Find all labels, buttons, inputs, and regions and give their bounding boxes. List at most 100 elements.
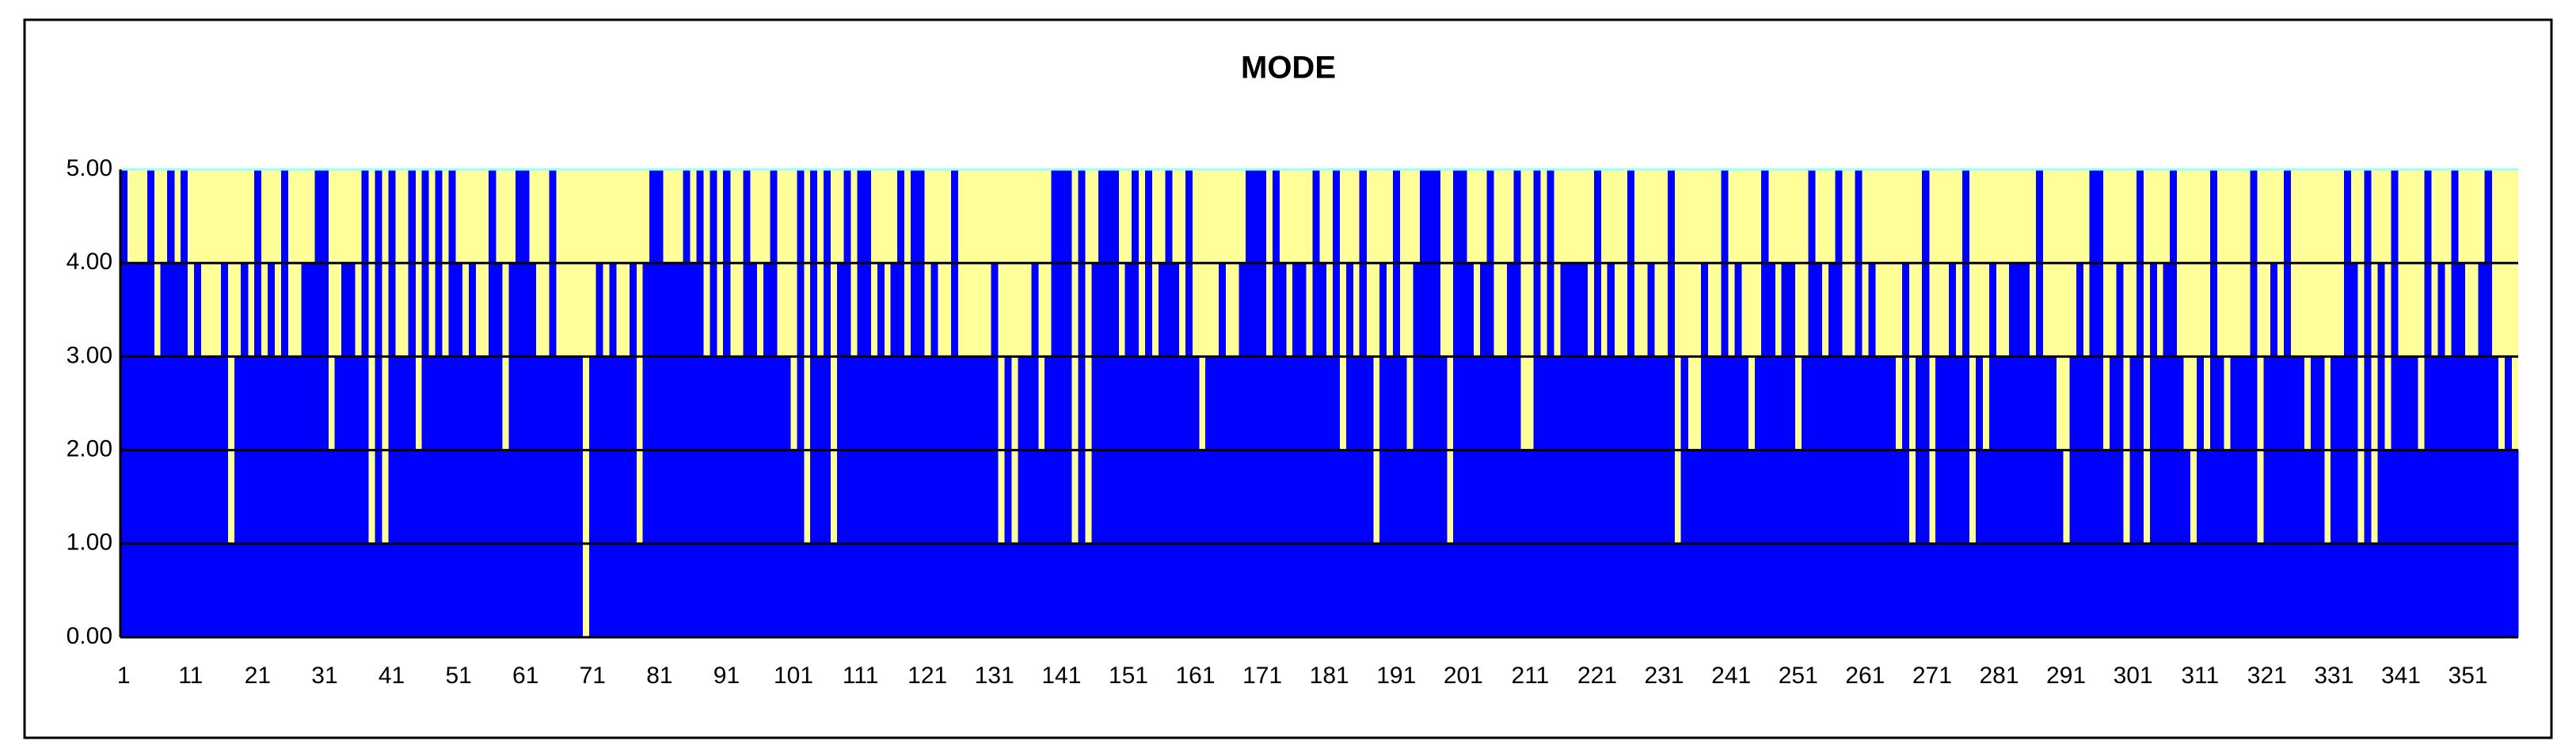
bar <box>2424 169 2432 637</box>
bar <box>462 356 470 637</box>
bar <box>783 356 791 637</box>
bar <box>1888 356 1896 637</box>
bar <box>1640 356 1649 637</box>
bar <box>1775 356 1783 637</box>
bar <box>884 356 892 637</box>
bar <box>522 169 530 637</box>
bar <box>448 169 456 637</box>
x-tick-label: 121 <box>907 663 947 689</box>
x-tick-label: 51 <box>445 663 471 689</box>
bar <box>428 356 436 637</box>
bar <box>314 169 322 637</box>
bar <box>2471 356 2479 637</box>
bar <box>1098 169 1105 637</box>
x-tick-label: 151 <box>1109 663 1148 689</box>
y-tick-label: 3.00 <box>67 342 112 368</box>
bar <box>401 356 409 637</box>
bar <box>2344 169 2352 637</box>
bar <box>2290 356 2298 637</box>
bar <box>1446 543 1454 637</box>
bar <box>723 169 731 637</box>
bar <box>394 356 402 637</box>
bar <box>1955 356 1963 637</box>
bar <box>214 356 222 637</box>
bar <box>944 356 952 637</box>
bar <box>1821 356 1829 637</box>
bar <box>1486 169 1494 637</box>
bar <box>636 543 644 637</box>
bar <box>2451 169 2459 637</box>
bar <box>1922 169 1930 637</box>
bar <box>830 543 838 637</box>
bar <box>1232 356 1240 637</box>
bar <box>1915 356 1923 637</box>
bar <box>167 169 175 637</box>
bar <box>1761 169 1769 637</box>
bar <box>683 169 691 637</box>
bar <box>542 356 550 637</box>
bar <box>227 543 235 637</box>
bar <box>716 356 724 637</box>
bar <box>1841 356 1849 637</box>
bar <box>1004 356 1012 637</box>
bar <box>897 169 905 637</box>
bar <box>2464 356 2472 637</box>
bar <box>756 356 764 637</box>
bar <box>154 356 162 637</box>
bar <box>984 356 992 637</box>
bar <box>1285 356 1293 637</box>
x-tick-label: 311 <box>2181 663 2219 689</box>
bar <box>2110 356 2117 637</box>
bar <box>2190 543 2197 637</box>
x-tick-label: 41 <box>379 663 405 689</box>
bar <box>2397 356 2405 637</box>
bar <box>863 169 871 637</box>
bar <box>1473 356 1481 637</box>
bar <box>824 169 831 637</box>
x-tick-label: 281 <box>1979 663 2019 689</box>
bar <box>1721 169 1729 637</box>
bar <box>736 356 744 637</box>
bar <box>489 169 497 637</box>
bar <box>2029 356 2037 637</box>
bar <box>569 356 576 637</box>
bar <box>2096 169 2104 637</box>
bar <box>481 356 489 637</box>
bar <box>1741 356 1748 637</box>
bar <box>1928 543 1936 637</box>
x-tick-label: 111 <box>843 663 879 689</box>
bar <box>843 169 851 637</box>
bar <box>1440 356 1448 637</box>
bar <box>710 169 717 637</box>
bar <box>1105 169 1113 637</box>
x-tick-label: 211 <box>1512 663 1550 689</box>
bar <box>120 169 128 637</box>
bar <box>816 356 824 637</box>
x-tick-label: 71 <box>580 663 606 689</box>
bar <box>1258 169 1266 637</box>
bar <box>576 356 584 637</box>
bar <box>181 169 188 637</box>
bar <box>2444 356 2452 637</box>
bar <box>1165 169 1173 637</box>
bar <box>1593 169 1601 637</box>
bar <box>2136 169 2144 637</box>
x-tick-label: 301 <box>2114 663 2153 689</box>
bar <box>361 169 369 637</box>
bar <box>696 169 704 637</box>
bar <box>2036 169 2044 637</box>
bar <box>977 356 985 637</box>
x-tick-label: 201 <box>1444 663 1483 689</box>
bar <box>555 356 563 637</box>
bar <box>1620 356 1628 637</box>
x-tick-label: 161 <box>1175 663 1215 689</box>
bar <box>2143 543 2151 637</box>
bar <box>1714 356 1722 637</box>
bar <box>1961 169 1970 637</box>
x-tick-label: 131 <box>975 663 1014 689</box>
bar <box>2364 169 2372 637</box>
bar <box>1366 356 1374 637</box>
bar <box>950 169 958 637</box>
bar <box>2323 543 2331 637</box>
